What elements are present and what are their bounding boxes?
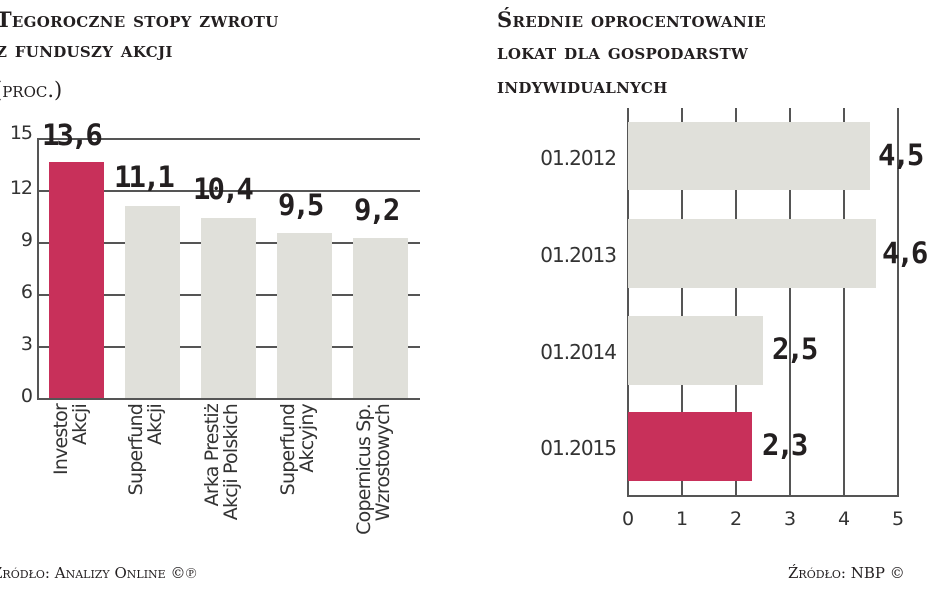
gridline-0	[37, 398, 420, 400]
bar-superfund-akcji	[125, 206, 180, 398]
x-label-investor-akcji: Investor Akcji	[50, 404, 91, 512]
value-label-investor-akcji: 13,6	[42, 118, 103, 152]
left-chart-source: Źródło: Analizy Online ©℗	[0, 564, 197, 582]
vgrid-0	[627, 108, 629, 497]
x-tick-2: 2	[729, 508, 743, 530]
bar-arka-prestiz	[201, 218, 256, 398]
vgrid-5	[897, 108, 899, 497]
left-chart-title-line2: z funduszy akcji	[0, 37, 173, 62]
gridline-12	[37, 190, 420, 192]
value-label-01-2013: 4,6	[882, 236, 928, 270]
y-tick-3: 3	[20, 333, 33, 355]
bar-superfund-akcyjny	[277, 233, 332, 398]
left-y-axis	[37, 138, 39, 400]
x-label-arka-prestiz: Arka Prestiż Akcji Polskich	[201, 404, 242, 558]
row-label-01-2013: 01.2013	[540, 243, 617, 267]
x-label-copernicus: Copernicus Sp. Wzrostowych	[353, 404, 394, 572]
gridline-15	[37, 138, 420, 140]
row-label-01-2014: 01.2014	[540, 340, 617, 364]
bar-investor-akcji	[49, 162, 104, 398]
bar-copernicus	[353, 238, 408, 398]
bar-01-2015	[628, 412, 752, 481]
value-label-01-2014: 2,5	[772, 332, 818, 366]
x-tick-0: 0	[621, 508, 635, 530]
x-label-superfund-akcji: Superfund Akcji	[125, 404, 166, 528]
bar-01-2014	[628, 316, 763, 385]
y-tick-12: 12	[9, 177, 33, 199]
bar-01-2013	[628, 219, 876, 288]
left-chart-title-line1: Tegoroczne stopy zwrotu	[0, 7, 279, 32]
value-label-01-2012: 4,5	[878, 138, 924, 172]
right-x-axis	[627, 495, 899, 497]
x-label-line2: Akcyjny	[296, 404, 318, 473]
vgrid-3	[789, 108, 791, 497]
value-label-copernicus: 9,2	[354, 193, 400, 227]
y-tick-0: 0	[20, 385, 33, 407]
right-chart-title-line1: Średnie oprocentowanie	[497, 7, 767, 32]
y-tick-6: 6	[20, 281, 33, 303]
left-chart-unit: (proc.)	[0, 78, 63, 102]
x-tick-4: 4	[837, 508, 851, 530]
value-label-superfund-akcyjny: 9,5	[278, 188, 324, 222]
x-tick-5: 5	[891, 508, 905, 530]
x-tick-1: 1	[675, 508, 689, 530]
vgrid-1	[681, 108, 683, 497]
x-tick-3: 3	[783, 508, 797, 530]
y-tick-15: 15	[9, 122, 33, 144]
vgrid-2	[735, 108, 737, 497]
right-chart-title-line2: lokat dla gospodarstw	[497, 39, 749, 64]
bar-01-2012	[628, 122, 870, 190]
x-label-line2: Akcji	[69, 404, 91, 446]
right-chart-title-line3: indywidualnych	[497, 73, 668, 98]
right-chart-source: Źródło: NBP ©	[788, 564, 905, 582]
value-label-arka-prestiz: 10,4	[193, 172, 254, 206]
value-label-01-2015: 2,3	[762, 428, 808, 462]
value-label-superfund-akcji: 11,1	[114, 160, 175, 194]
vgrid-4	[843, 108, 845, 497]
x-label-line2: Akcji Polskich	[220, 404, 242, 521]
x-label-line2: Wzrostowych	[372, 404, 394, 522]
x-label-superfund-akcyjny: Superfund Akcyjny	[277, 404, 318, 528]
row-label-01-2015: 01.2015	[540, 436, 617, 460]
row-label-01-2012: 01.2012	[540, 146, 617, 170]
x-label-line2: Akcji	[144, 404, 166, 446]
y-tick-9: 9	[20, 229, 33, 251]
